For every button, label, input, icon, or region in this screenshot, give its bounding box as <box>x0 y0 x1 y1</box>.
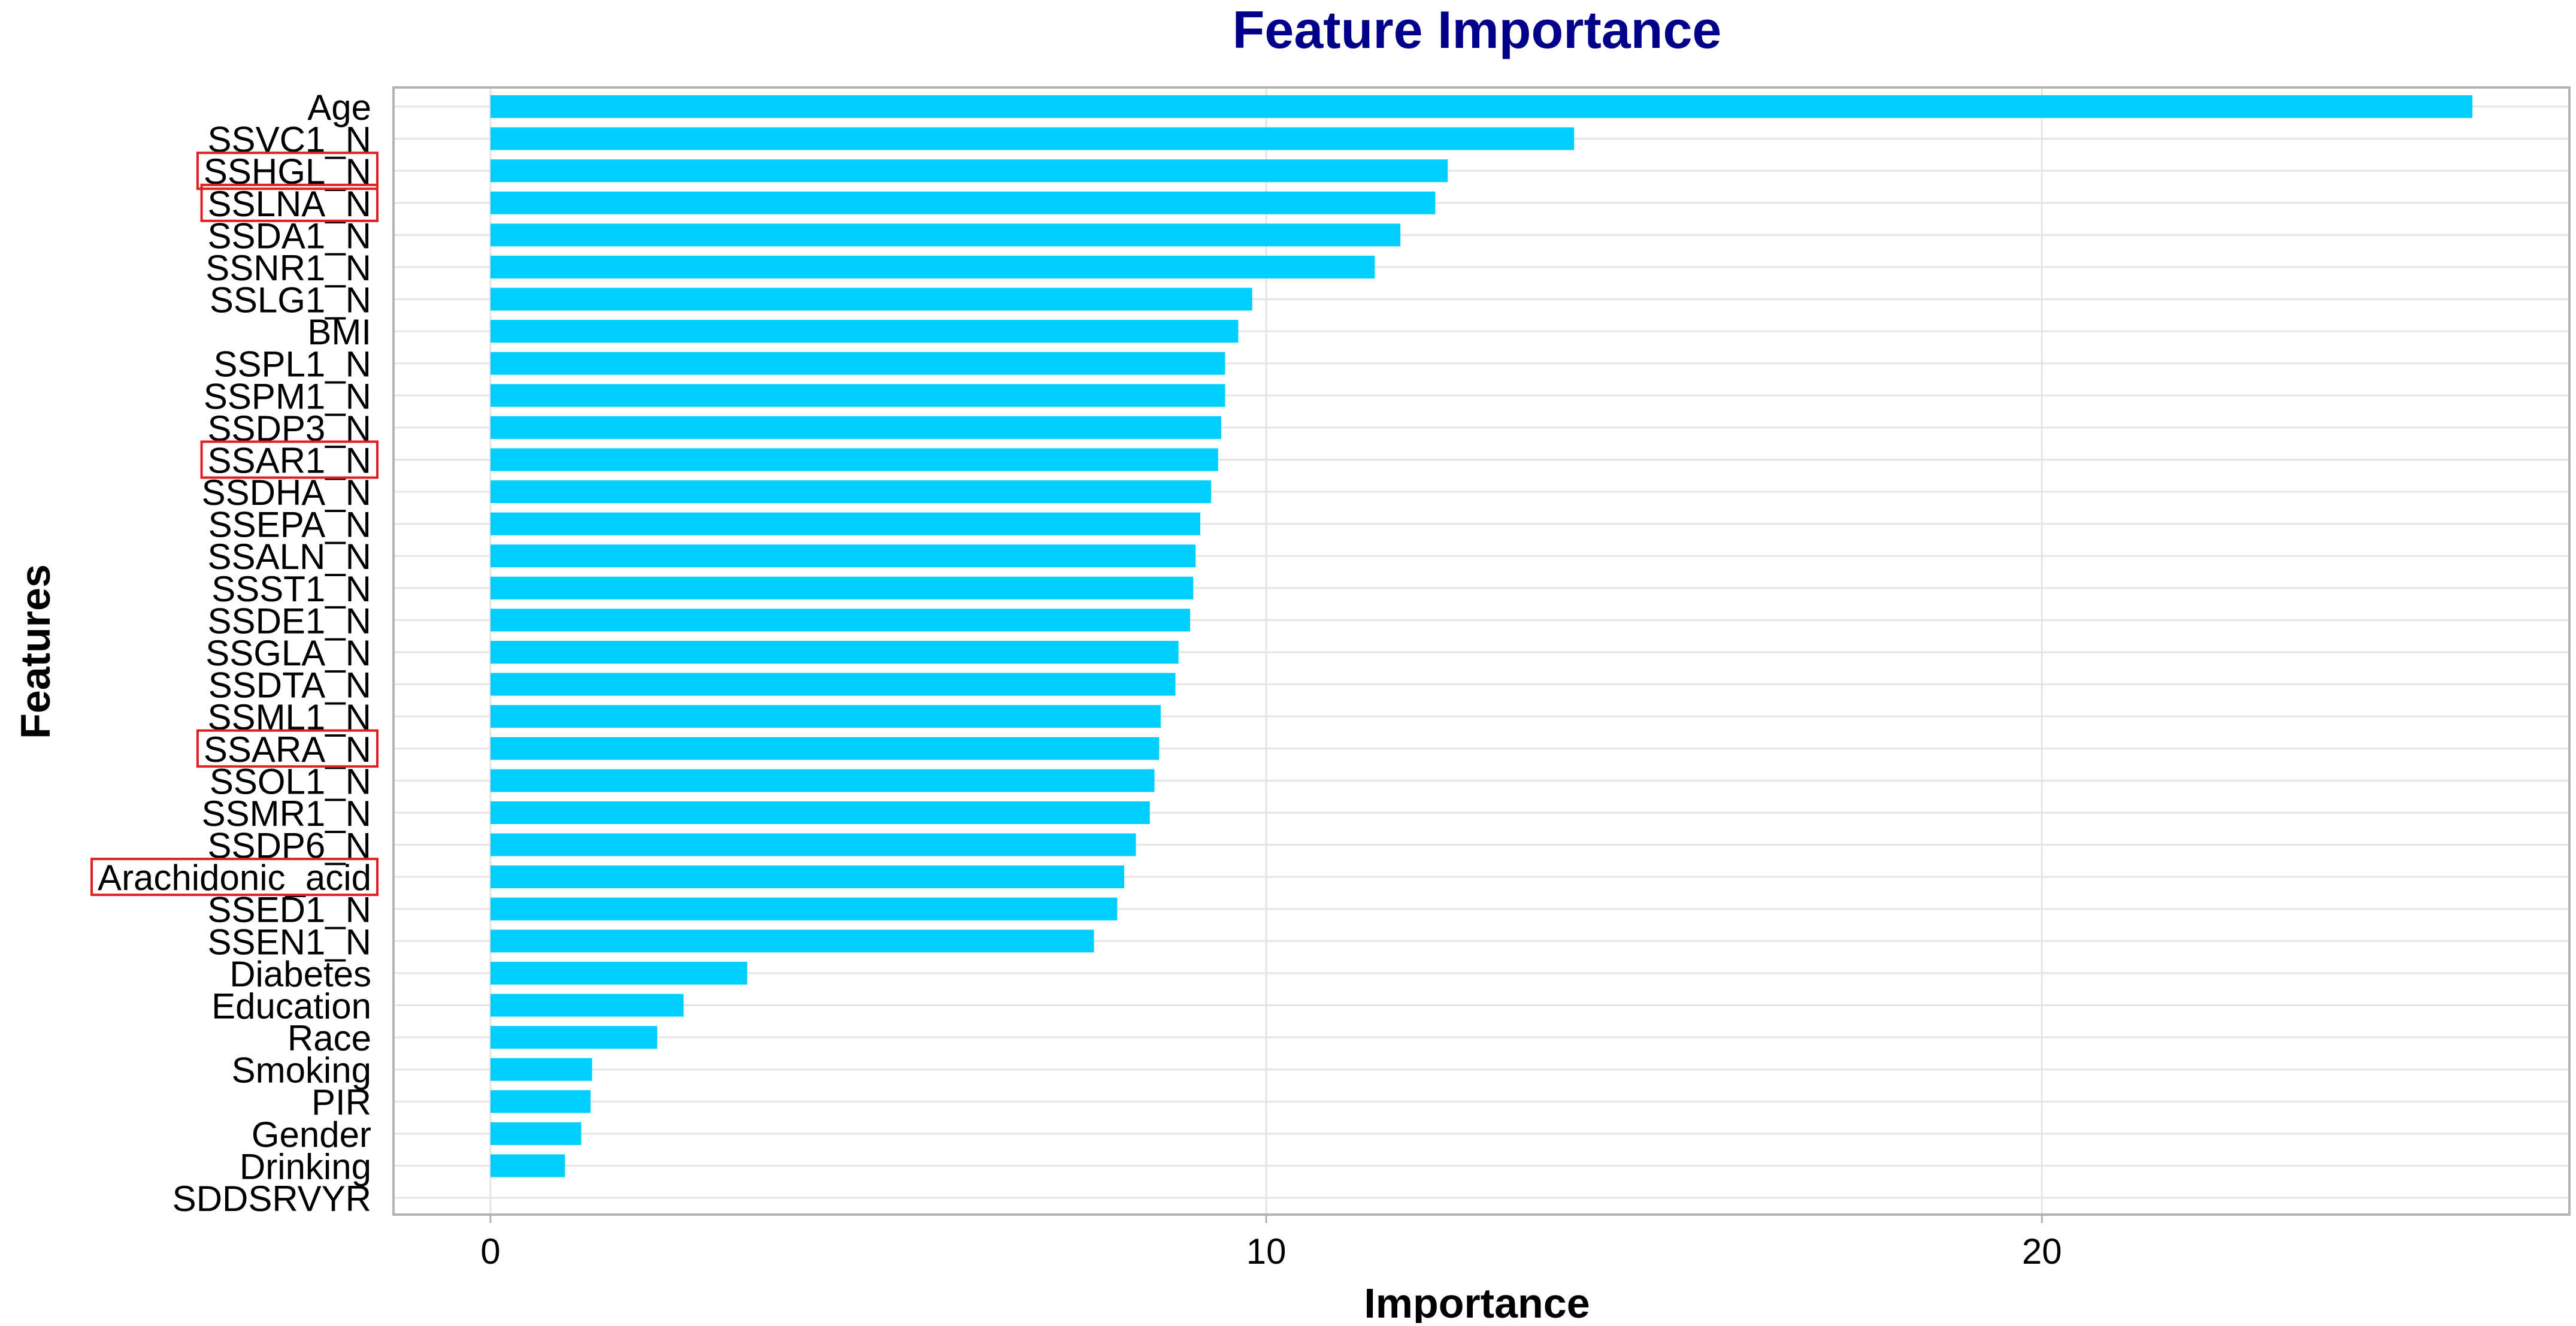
axis-frame <box>392 86 2571 1216</box>
bar-education <box>490 994 684 1017</box>
bar-drinking <box>490 1154 565 1177</box>
chart-title: Feature Importance <box>1233 0 1722 59</box>
bar-ssdp6-n <box>490 833 1136 856</box>
x-tick-label: 0 <box>480 1231 500 1271</box>
highlight-box <box>200 183 379 222</box>
bar-ssed1-n <box>490 897 1118 921</box>
x-tick-label: 10 <box>1246 1231 1287 1271</box>
bar-age <box>490 95 2473 118</box>
y-axis-label: Features <box>12 564 59 739</box>
y-tick-label: SSALN_N <box>208 537 371 577</box>
bar-ssvc1-n <box>490 127 1575 150</box>
y-tick-label: SSLG1_N <box>210 280 371 320</box>
bar-sslg1-n <box>490 287 1252 311</box>
bar-ssdta-n <box>490 673 1176 696</box>
y-tick-label: Diabetes <box>229 954 371 994</box>
bar-gender <box>490 1122 582 1145</box>
y-tick-label: SSEN1_N <box>208 922 371 962</box>
bar-ssnr1-n <box>490 255 1375 278</box>
bar-ssdp3-n <box>490 416 1221 439</box>
bar-ssen1-n <box>490 930 1094 953</box>
y-tick-label: SDDSRVYR <box>172 1179 371 1219</box>
y-tick-label: SSMR1_N <box>202 794 371 834</box>
x-tick-labels: 0 10 20 <box>480 1215 2062 1271</box>
y-tick-label: SSDE1_N <box>208 601 371 641</box>
bar-diabetes <box>490 961 747 985</box>
y-tick-label: SSPM1_N <box>204 376 371 416</box>
bar-bmi <box>490 320 1239 343</box>
y-tick-label: Education <box>211 986 371 1026</box>
y-tick-label: SSOL1_N <box>210 761 371 801</box>
y-tick-label: SSEPA_N <box>208 505 371 545</box>
bar-ssda1-n <box>490 223 1401 247</box>
bar-ssmr1-n <box>490 801 1150 824</box>
y-tick-label: SSDHA_N <box>202 473 371 513</box>
bar-ssgla-n <box>490 641 1179 664</box>
y-tick-label: Age <box>307 87 371 128</box>
highlight-box <box>196 729 379 768</box>
y-tick-label: SSARA_N <box>204 729 371 770</box>
y-tick-label: SSPL1_N <box>214 344 372 385</box>
bars-layer <box>490 95 2473 1177</box>
bar-sspl1-n <box>490 352 1225 375</box>
bar-ssaln-n <box>490 544 1196 568</box>
bar-ssst1-n <box>490 576 1194 600</box>
bar-ssepa-n <box>490 512 1200 535</box>
y-tick-label: SSDTA_N <box>208 665 371 706</box>
bar-ssol1-n <box>490 769 1155 792</box>
y-tick-label: Smoking <box>232 1050 371 1091</box>
y-tick-label: SSAR1_N <box>208 440 371 480</box>
bar-ssara-n <box>490 737 1160 760</box>
y-tick-label: Arachidonic_acid <box>98 858 371 898</box>
bar-sslna-n <box>490 191 1436 214</box>
y-tick-label: SSGLA_N <box>205 633 371 673</box>
bar-ssdha-n <box>490 480 1212 504</box>
panel-border <box>392 86 2571 1216</box>
y-tick-label: SSDA1_N <box>208 216 371 256</box>
y-tick-labels: AgeSSVC1_NSSHGL_NSSLNA_NSSDA1_NSSNR1_NSS… <box>90 87 379 1219</box>
y-tick-label: PIR <box>311 1082 371 1122</box>
bar-ssar1-n <box>490 448 1218 471</box>
bar-sshgl-n <box>490 159 1448 183</box>
y-tick-label: Race <box>287 1018 371 1058</box>
x-axis-label: Importance <box>1364 1280 1590 1323</box>
y-tick-label: SSED1_N <box>208 890 371 930</box>
y-tick-label: Gender <box>252 1115 371 1155</box>
bar-pir <box>490 1090 591 1113</box>
bar-ssml1-n <box>490 705 1161 728</box>
highlight-box <box>200 440 379 479</box>
bar-ssde1-n <box>490 608 1191 632</box>
bar-smoking <box>490 1058 592 1081</box>
bar-race <box>490 1026 658 1049</box>
y-tick-label: BMI <box>307 312 371 352</box>
y-tick-label: Drinking <box>240 1146 371 1186</box>
y-tick-label: SSLNA_N <box>208 184 371 224</box>
highlight-box <box>196 152 379 190</box>
bar-sspm1-n <box>490 384 1225 407</box>
y-tick-label: SSST1_N <box>211 569 371 609</box>
highlight-box <box>90 858 379 897</box>
x-tick-label: 20 <box>2022 1231 2062 1271</box>
y-tick-label: SSNR1_N <box>205 248 371 288</box>
bar-arachidonic-acid <box>490 865 1125 889</box>
